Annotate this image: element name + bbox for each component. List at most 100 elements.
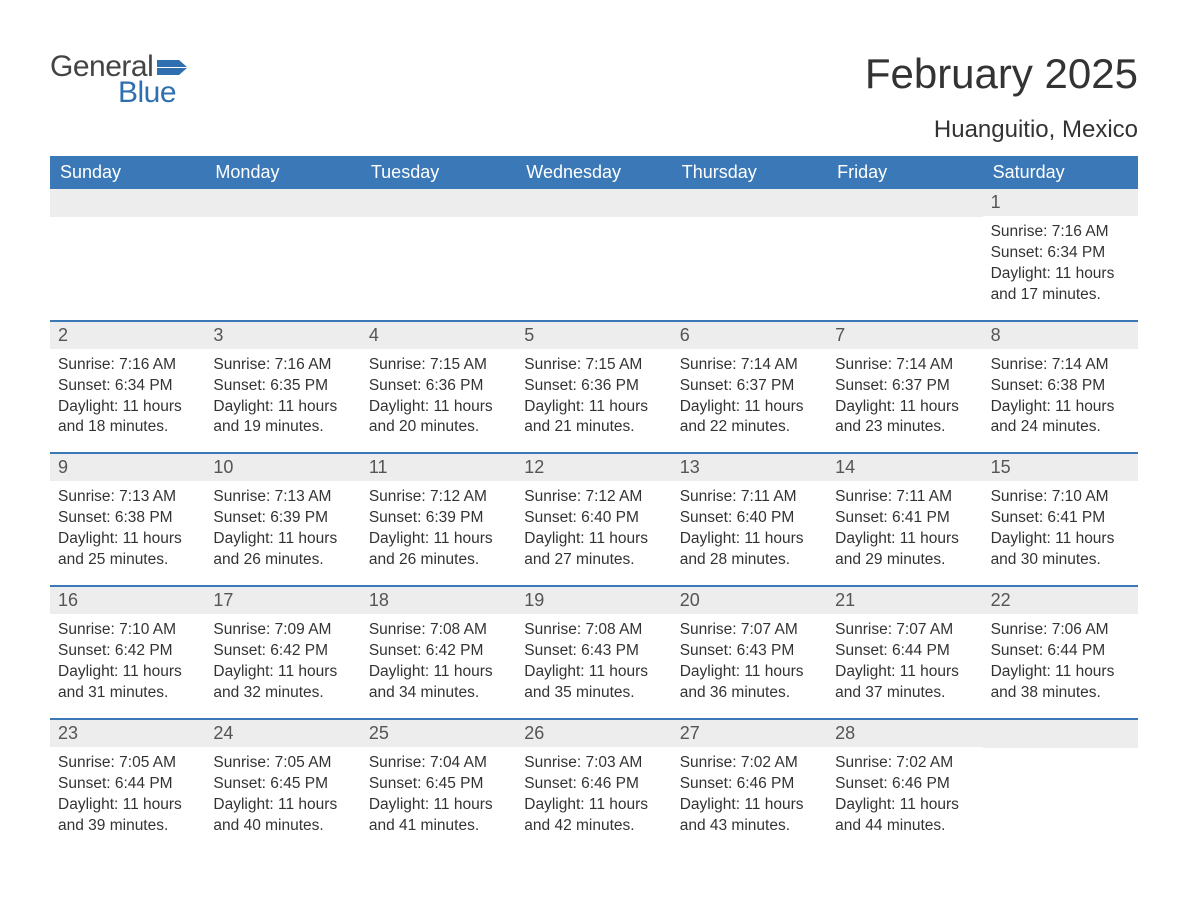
day-details: Sunrise: 7:03 AMSunset: 6:46 PMDaylight:… [516,747,671,851]
sunset-text: Sunset: 6:37 PM [835,376,974,397]
sunset-text: Sunset: 6:36 PM [524,376,663,397]
calendar-week: 16Sunrise: 7:10 AMSunset: 6:42 PMDayligh… [50,585,1138,718]
day-header: Friday [827,156,982,189]
sunset-text: Sunset: 6:43 PM [680,641,819,662]
day-number: 14 [827,454,982,481]
calendar-cell: 5Sunrise: 7:15 AMSunset: 6:36 PMDaylight… [516,322,671,453]
day-details: Sunrise: 7:14 AMSunset: 6:38 PMDaylight:… [983,349,1138,453]
calendar-cell: 16Sunrise: 7:10 AMSunset: 6:42 PMDayligh… [50,587,205,718]
day-number: 21 [827,587,982,614]
calendar-cell [983,720,1138,851]
day-details: Sunrise: 7:04 AMSunset: 6:45 PMDaylight:… [361,747,516,851]
daylight-text: Daylight: 11 hours and 30 minutes. [991,529,1130,571]
calendar-cell: 25Sunrise: 7:04 AMSunset: 6:45 PMDayligh… [361,720,516,851]
day-number: 9 [50,454,205,481]
daylight-text: Daylight: 11 hours and 19 minutes. [213,397,352,439]
sunset-text: Sunset: 6:39 PM [213,508,352,529]
sunrise-text: Sunrise: 7:02 AM [680,753,819,774]
daylight-text: Daylight: 11 hours and 17 minutes. [991,264,1130,306]
daylight-text: Daylight: 11 hours and 37 minutes. [835,662,974,704]
calendar-cell: 4Sunrise: 7:15 AMSunset: 6:36 PMDaylight… [361,322,516,453]
day-number [827,189,982,217]
sunrise-text: Sunrise: 7:08 AM [524,620,663,641]
day-number: 20 [672,587,827,614]
calendar-grid: 1Sunrise: 7:16 AMSunset: 6:34 PMDaylight… [50,189,1138,850]
sunrise-text: Sunrise: 7:16 AM [213,355,352,376]
sunrise-text: Sunrise: 7:06 AM [991,620,1130,641]
calendar-cell: 15Sunrise: 7:10 AMSunset: 6:41 PMDayligh… [983,454,1138,585]
day-number: 13 [672,454,827,481]
calendar-cell: 19Sunrise: 7:08 AMSunset: 6:43 PMDayligh… [516,587,671,718]
sunrise-text: Sunrise: 7:08 AM [369,620,508,641]
calendar-cell [672,189,827,320]
calendar-cell: 28Sunrise: 7:02 AMSunset: 6:46 PMDayligh… [827,720,982,851]
calendar-cell [516,189,671,320]
day-details: Sunrise: 7:12 AMSunset: 6:39 PMDaylight:… [361,481,516,585]
day-details: Sunrise: 7:06 AMSunset: 6:44 PMDaylight:… [983,614,1138,718]
calendar-cell: 13Sunrise: 7:11 AMSunset: 6:40 PMDayligh… [672,454,827,585]
daylight-text: Daylight: 11 hours and 40 minutes. [213,795,352,837]
sunrise-text: Sunrise: 7:04 AM [369,753,508,774]
sunrise-text: Sunrise: 7:16 AM [58,355,197,376]
day-number: 1 [983,189,1138,216]
calendar-cell: 18Sunrise: 7:08 AMSunset: 6:42 PMDayligh… [361,587,516,718]
sunrise-text: Sunrise: 7:10 AM [991,487,1130,508]
sunset-text: Sunset: 6:42 PM [369,641,508,662]
day-header: Wednesday [516,156,671,189]
day-details: Sunrise: 7:14 AMSunset: 6:37 PMDaylight:… [827,349,982,453]
day-number: 24 [205,720,360,747]
day-details: Sunrise: 7:16 AMSunset: 6:35 PMDaylight:… [205,349,360,453]
calendar-cell [361,189,516,320]
day-number: 12 [516,454,671,481]
sunset-text: Sunset: 6:42 PM [58,641,197,662]
sunrise-text: Sunrise: 7:09 AM [213,620,352,641]
sunset-text: Sunset: 6:39 PM [369,508,508,529]
day-number: 8 [983,322,1138,349]
calendar-week: 9Sunrise: 7:13 AMSunset: 6:38 PMDaylight… [50,452,1138,585]
calendar-cell: 26Sunrise: 7:03 AMSunset: 6:46 PMDayligh… [516,720,671,851]
day-details: Sunrise: 7:05 AMSunset: 6:44 PMDaylight:… [50,747,205,851]
daylight-text: Daylight: 11 hours and 41 minutes. [369,795,508,837]
daylight-text: Daylight: 11 hours and 35 minutes. [524,662,663,704]
day-number: 16 [50,587,205,614]
day-details: Sunrise: 7:15 AMSunset: 6:36 PMDaylight:… [516,349,671,453]
sunrise-text: Sunrise: 7:12 AM [369,487,508,508]
day-details: Sunrise: 7:14 AMSunset: 6:37 PMDaylight:… [672,349,827,453]
calendar-week: 1Sunrise: 7:16 AMSunset: 6:34 PMDaylight… [50,189,1138,320]
sunrise-text: Sunrise: 7:16 AM [991,222,1130,243]
daylight-text: Daylight: 11 hours and 25 minutes. [58,529,197,571]
daylight-text: Daylight: 11 hours and 38 minutes. [991,662,1130,704]
sunset-text: Sunset: 6:34 PM [58,376,197,397]
day-details: Sunrise: 7:16 AMSunset: 6:34 PMDaylight:… [983,216,1138,320]
calendar-cell: 8Sunrise: 7:14 AMSunset: 6:38 PMDaylight… [983,322,1138,453]
day-details: Sunrise: 7:10 AMSunset: 6:41 PMDaylight:… [983,481,1138,585]
calendar-week: 2Sunrise: 7:16 AMSunset: 6:34 PMDaylight… [50,320,1138,453]
sunset-text: Sunset: 6:38 PM [58,508,197,529]
daylight-text: Daylight: 11 hours and 21 minutes. [524,397,663,439]
daylight-text: Daylight: 11 hours and 42 minutes. [524,795,663,837]
day-number: 15 [983,454,1138,481]
sunrise-text: Sunrise: 7:15 AM [524,355,663,376]
sunrise-text: Sunrise: 7:14 AM [991,355,1130,376]
day-details: Sunrise: 7:08 AMSunset: 6:43 PMDaylight:… [516,614,671,718]
calendar-cell: 3Sunrise: 7:16 AMSunset: 6:35 PMDaylight… [205,322,360,453]
day-details: Sunrise: 7:02 AMSunset: 6:46 PMDaylight:… [672,747,827,851]
sunset-text: Sunset: 6:46 PM [524,774,663,795]
location-text: Huanguitio, Mexico [50,116,1138,144]
day-number: 4 [361,322,516,349]
day-number: 7 [827,322,982,349]
day-details: Sunrise: 7:15 AMSunset: 6:36 PMDaylight:… [361,349,516,453]
daylight-text: Daylight: 11 hours and 22 minutes. [680,397,819,439]
day-details: Sunrise: 7:07 AMSunset: 6:43 PMDaylight:… [672,614,827,718]
calendar-cell: 23Sunrise: 7:05 AMSunset: 6:44 PMDayligh… [50,720,205,851]
sunset-text: Sunset: 6:44 PM [835,641,974,662]
day-number: 6 [672,322,827,349]
day-number: 11 [361,454,516,481]
calendar-cell [827,189,982,320]
day-number [205,189,360,217]
day-header: Monday [205,156,360,189]
flag-icon [157,56,191,83]
daylight-text: Daylight: 11 hours and 29 minutes. [835,529,974,571]
day-header: Thursday [672,156,827,189]
sunset-text: Sunset: 6:46 PM [680,774,819,795]
